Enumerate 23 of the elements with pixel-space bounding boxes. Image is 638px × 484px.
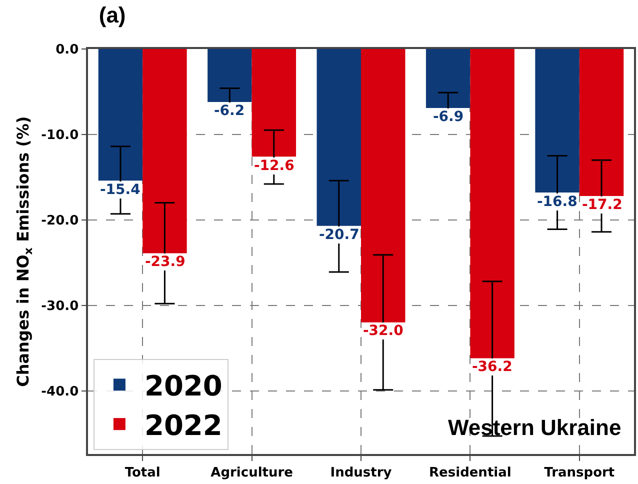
y-tick-label: 0.0 — [56, 42, 79, 58]
x-tick-label: Transport — [544, 465, 615, 480]
data-label: -6.9 — [433, 109, 464, 125]
data-label: -36.2 — [472, 359, 512, 375]
y-tick-label: -10.0 — [41, 128, 79, 143]
data-label: -20.7 — [319, 227, 360, 243]
x-tick-label: Residential — [429, 465, 512, 480]
data-label: -6.2 — [214, 103, 245, 119]
y-tick-label: -20.0 — [41, 213, 79, 228]
x-tick-label: Industry — [330, 465, 392, 480]
y-tick-label: -30.0 — [41, 298, 79, 314]
legend-label: 2022 — [144, 408, 222, 442]
data-label: -15.4 — [100, 182, 141, 198]
chart-title: (a) — [98, 2, 126, 28]
data-label: -17.2 — [582, 197, 622, 213]
x-tick-label: Agriculture — [210, 465, 294, 480]
data-label: -23.9 — [145, 254, 186, 270]
data-label: -12.6 — [254, 158, 294, 174]
x-tick-label: Total — [124, 465, 160, 480]
data-label: -32.0 — [363, 323, 404, 339]
legend-label: 2020 — [144, 370, 222, 403]
y-tick-label: -40.0 — [41, 384, 79, 400]
data-label: -16.8 — [537, 194, 578, 210]
